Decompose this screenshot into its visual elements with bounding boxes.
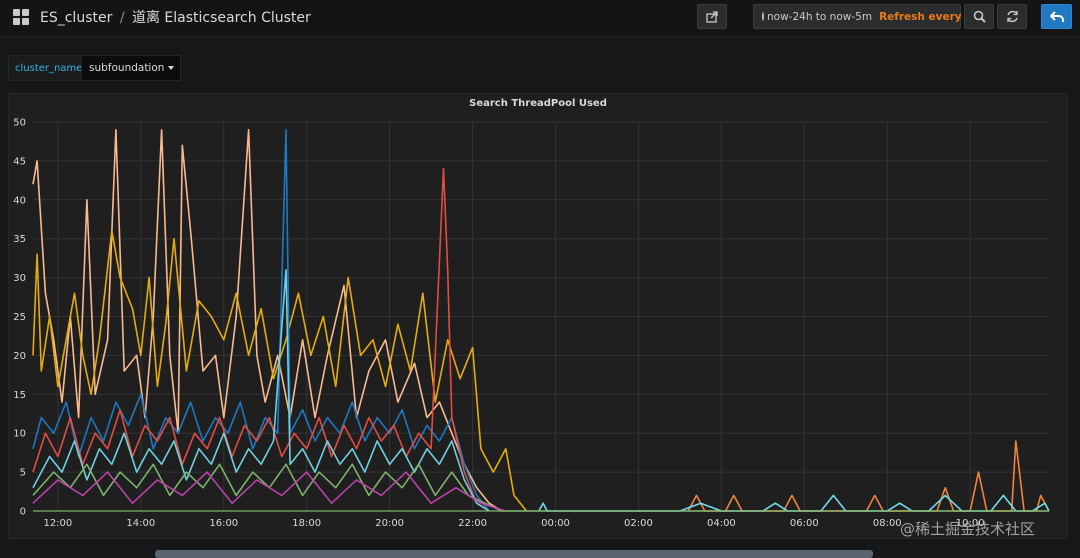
top-navbar: ES_cluster / 道离 Elasticsearch Cluster no… <box>0 0 1080 37</box>
x-tick-label: 14:00 <box>126 518 155 529</box>
y-tick-label: 10 <box>13 429 26 440</box>
x-tick-label: 08:00 <box>873 518 902 529</box>
variable-select-cluster-name[interactable]: subfoundation <box>81 55 182 81</box>
zoom-out-button[interactable] <box>964 4 994 29</box>
breadcrumb-separator: / <box>119 10 125 26</box>
x-tick-label: 22:00 <box>458 518 487 529</box>
y-tick-label: 50 <box>13 118 26 129</box>
series-line-1 <box>32 230 528 512</box>
time-range-label: now-24h to now-5m <box>767 10 873 23</box>
y-tick-label: 40 <box>13 195 26 206</box>
caret-down-icon <box>168 66 175 70</box>
x-tick-label: 12:00 <box>43 518 72 529</box>
horizontal-scrollbar[interactable] <box>155 550 873 558</box>
series-line-3 <box>32 167 490 512</box>
series-line-7 <box>687 440 1050 512</box>
dashboard-grid-icon[interactable] <box>13 9 29 25</box>
x-tick-label: 06:00 <box>790 518 819 529</box>
y-tick-label: 30 <box>13 273 26 284</box>
breadcrumb: ES_cluster / 道离 Elasticsearch Cluster <box>40 7 311 27</box>
y-tick-label: 15 <box>13 390 26 401</box>
breadcrumb-folder[interactable]: ES_cluster <box>40 10 113 26</box>
y-tick-label: 0 <box>20 507 26 518</box>
dashboard-title[interactable]: 道离 Elasticsearch Cluster <box>131 10 311 26</box>
x-tick-label: 10:00 <box>956 518 985 529</box>
y-tick-label: 35 <box>13 234 26 245</box>
y-tick-label: 5 <box>20 468 26 479</box>
x-tick-label: 00:00 <box>541 518 570 529</box>
refresh-icon <box>1006 10 1018 23</box>
time-range-picker[interactable]: now-24h to now-5m Refresh every 5s <box>753 4 979 29</box>
return-arrow-icon <box>1049 10 1064 22</box>
magnifier-icon <box>973 10 986 23</box>
x-tick-label: 02:00 <box>624 518 653 529</box>
refresh-interval-label: Refresh every 5s <box>879 10 979 23</box>
series-line-0 <box>32 129 503 512</box>
x-tick-label: 20:00 <box>375 518 404 529</box>
y-tick-label: 25 <box>13 312 26 323</box>
x-tick-label: 04:00 <box>707 518 736 529</box>
graph-panel: Search ThreadPool Used 0 5 10 15 20 25 30 35 40 4… <box>8 93 1068 539</box>
share-icon <box>705 10 718 23</box>
thread-pool-chart[interactable]: 0 5 10 15 20 25 30 35 40 45 50 12:00 14:00 16:00 18:00… <box>9 94 1067 538</box>
variable-value: subfoundation <box>89 62 165 74</box>
y-tick-label: 45 <box>13 156 26 167</box>
y-tick-label: 20 <box>13 351 26 362</box>
clock-icon <box>762 12 764 21</box>
share-button[interactable] <box>697 4 727 29</box>
panel-title[interactable]: Search ThreadPool Used <box>469 98 607 109</box>
variable-label-cluster-name: cluster_name <box>8 55 90 81</box>
x-tick-label: 18:00 <box>292 518 321 529</box>
refresh-button[interactable] <box>997 4 1027 29</box>
series-line-6 <box>32 471 507 512</box>
series-line-5 <box>32 463 1049 512</box>
series-line-2 <box>32 129 490 512</box>
series-line-4 <box>32 269 490 512</box>
watermark-text: @稀土掘金技术社区 <box>900 520 1036 538</box>
x-tick-label: 16:00 <box>209 518 238 529</box>
back-button[interactable] <box>1041 4 1072 29</box>
